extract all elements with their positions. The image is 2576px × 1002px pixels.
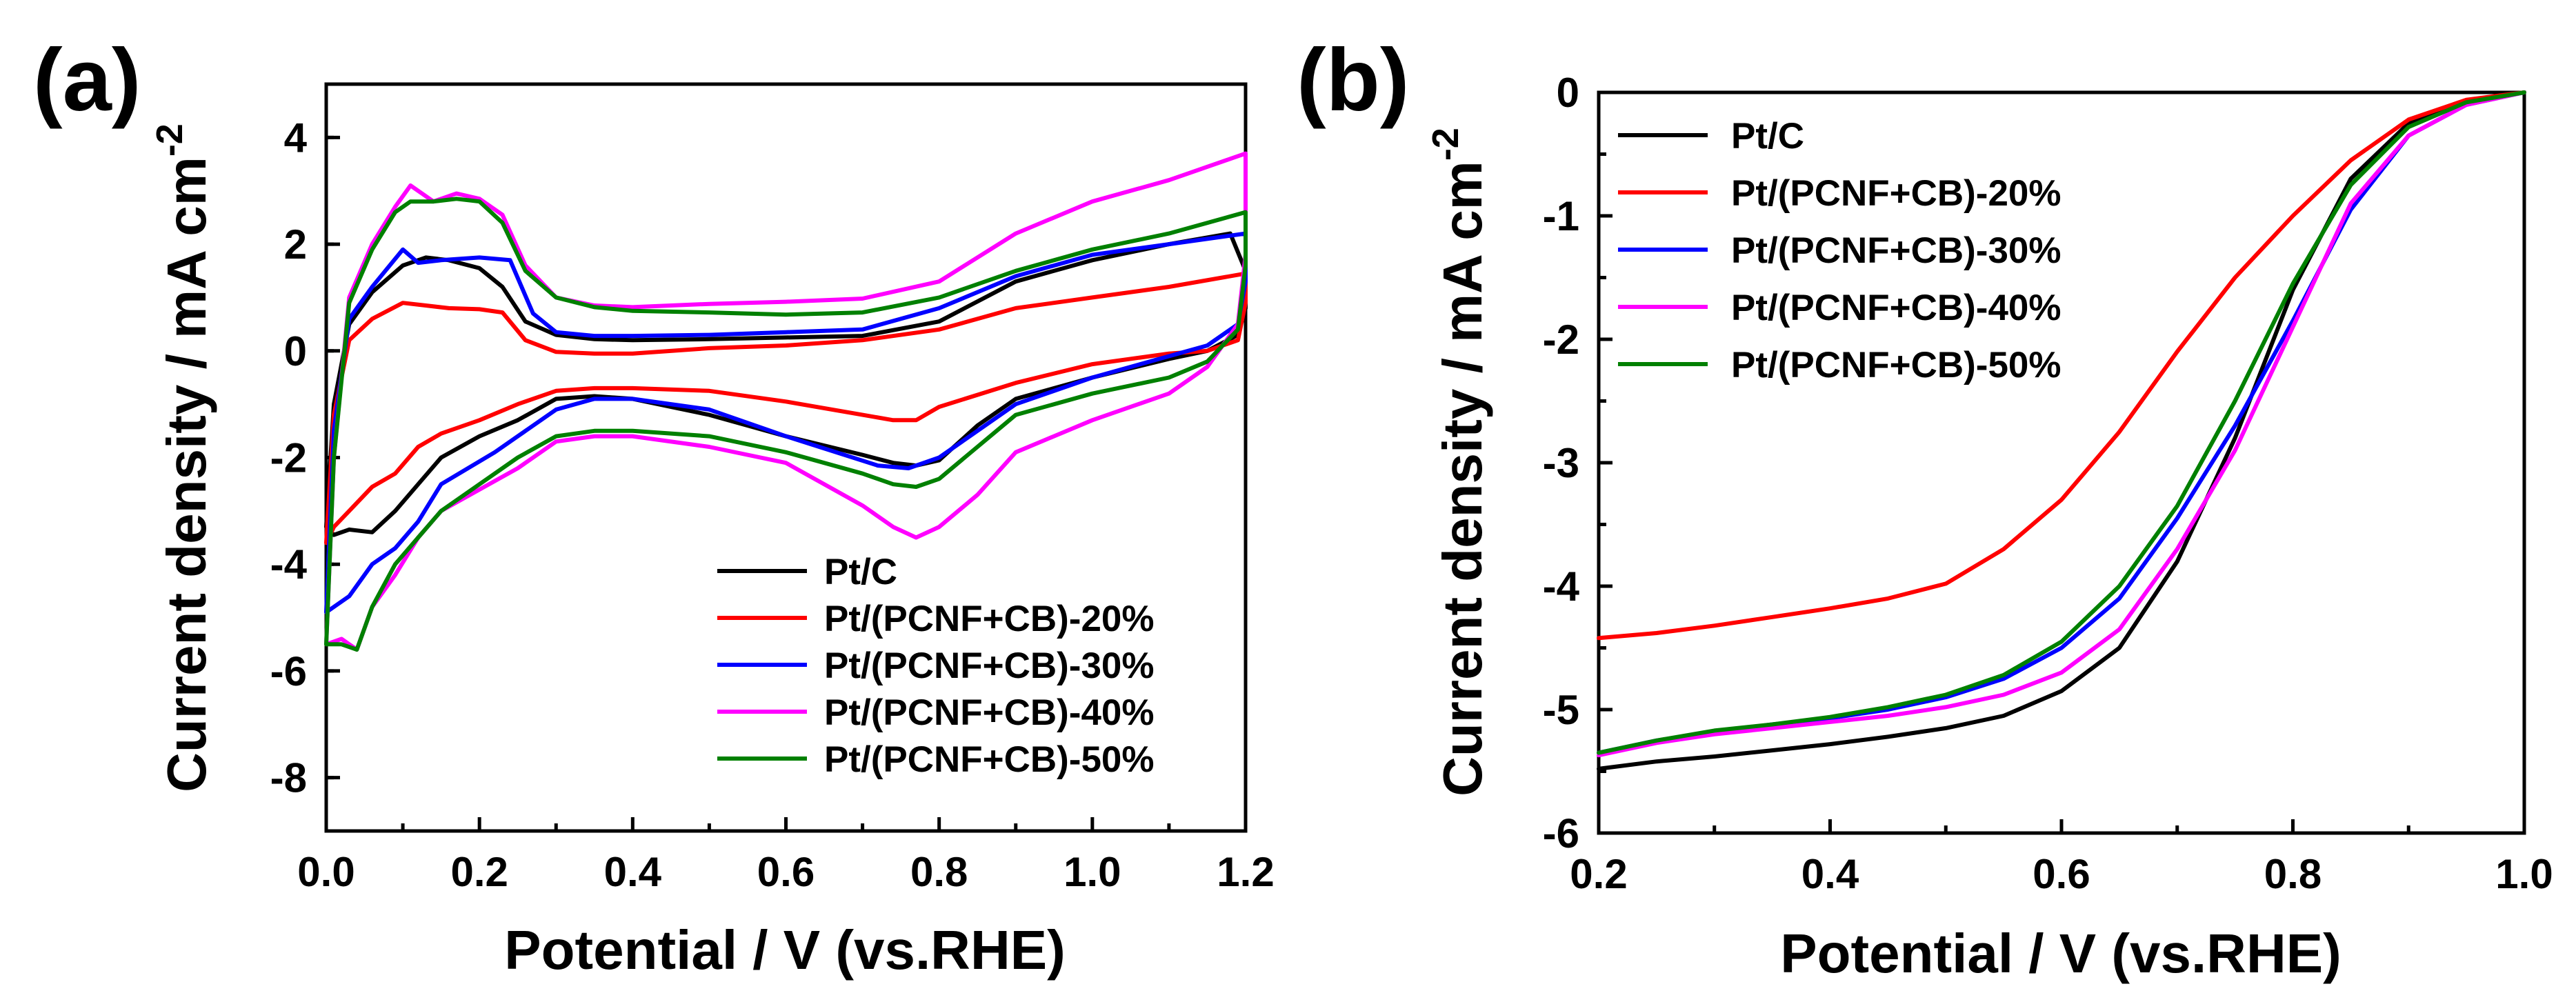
panel-b-legend-label-3: Pt/(PCNF+CB)-30%: [1731, 230, 2061, 271]
panel-a-y-axis-title: Current density / mA cm-2: [149, 123, 217, 792]
panel-b-x-tick-label: 1.0: [2495, 851, 2553, 897]
panel-b-y-tick-label: 0: [1557, 70, 1579, 116]
panel-a-y-tick-label: -6: [270, 648, 307, 694]
panel-b-y-tick-label: -5: [1543, 687, 1579, 733]
panel-a-y-tick-label: 0: [284, 328, 307, 374]
panel-b-y-tick-label: -1: [1543, 193, 1579, 239]
panel-a-x-tick-label: 0.0: [297, 849, 355, 895]
panel-a-y-axis-title-superscript: -2: [149, 123, 190, 157]
panel-a-y-tick-label: 2: [284, 221, 307, 268]
panel-b-y-tick-label: -4: [1543, 563, 1580, 610]
panel-a-y-tick-label: 4: [284, 114, 308, 161]
panel-b-legend-label-5: Pt/(PCNF+CB)-50%: [1731, 345, 2061, 385]
panel-a-series-line-2: [324, 271, 1248, 545]
panel-b-series-line-1: [1597, 90, 2526, 771]
panel-b-series-line-4: [1597, 90, 2526, 758]
panel-b-x-axis-title: Potential / V (vs.RHE): [1780, 923, 2341, 984]
panel-b-legend-label-2: Pt/(PCNF+CB)-20%: [1731, 173, 2061, 214]
panel-a-legend-label-1: Pt/C: [824, 552, 897, 592]
panel-b-y-axis-title-superscript: -2: [1425, 128, 1466, 161]
panel-b-y-tick-label: -3: [1543, 440, 1579, 486]
panel-b-y-tick-label: -2: [1543, 317, 1579, 363]
panel-a-y-tick-label: -2: [270, 435, 307, 481]
panel-a-x-tick-label: 0.4: [604, 849, 662, 895]
panel-a-y-tick-label: -8: [270, 755, 307, 801]
panel-a-legend-label-2: Pt/(PCNF+CB)-20%: [824, 599, 1155, 639]
panel-b-series-line-5: [1597, 90, 2526, 755]
panel-a-cv-chart: (a) 0.0 0.2 0.4 0.6 0.8 1.0 1.2 4 2 0 -2 -4 -6 -8 Poten…: [33, 31, 1275, 981]
panel-a-x-tick-label: 1.2: [1217, 849, 1274, 895]
panel-a-series-line-5: [324, 197, 1248, 652]
panel-b-legend-label-1: Pt/C: [1731, 116, 1804, 157]
panel-b-legend-label-4: Pt/(PCNF+CB)-40%: [1731, 288, 2061, 328]
panel-a-x-tick-label: 0.2: [450, 849, 508, 895]
panel-b-label: (b): [1297, 31, 1409, 130]
panel-b-lsv-chart: (b) 0.2 0.4 0.6 0.8 1.0 0 -1 -2 -3 -4 -5 -6 Potential…: [1297, 31, 2553, 984]
panel-a-legend-label-3: Pt/(PCNF+CB)-30%: [824, 645, 1155, 686]
panel-a-x-tick-label: 1.0: [1064, 849, 1121, 895]
panel-a-legend-label-4: Pt/(PCNF+CB)-40%: [824, 692, 1155, 733]
panel-a-label: (a): [33, 31, 141, 130]
panel-a-x-tick-label: 0.6: [757, 849, 815, 895]
panel-b-x-tick-label: 0.4: [1801, 851, 1859, 897]
panel-b-x-tick-label: 0.2: [1570, 851, 1627, 897]
panel-b-y-tick-label: -6: [1543, 810, 1579, 856]
panel-b-x-tick-label: 0.6: [2033, 851, 2090, 897]
panel-a-series-line-3: [324, 231, 1248, 614]
panel-a-legend-label-5: Pt/(PCNF+CB)-50%: [824, 739, 1155, 780]
panel-a-x-axis-title: Potential / V (vs.RHE): [504, 919, 1065, 981]
panel-b-x-tick-label: 0.8: [2264, 851, 2322, 897]
panel-b-series-line-2: [1597, 90, 2526, 641]
panel-a-y-tick-label: -4: [270, 541, 308, 588]
panel-b-y-axis-title: Current density / mA cm-2: [1425, 128, 1493, 796]
panel-a-series-line-1: [324, 231, 1248, 537]
panel-a-x-tick-label: 0.8: [910, 849, 968, 895]
